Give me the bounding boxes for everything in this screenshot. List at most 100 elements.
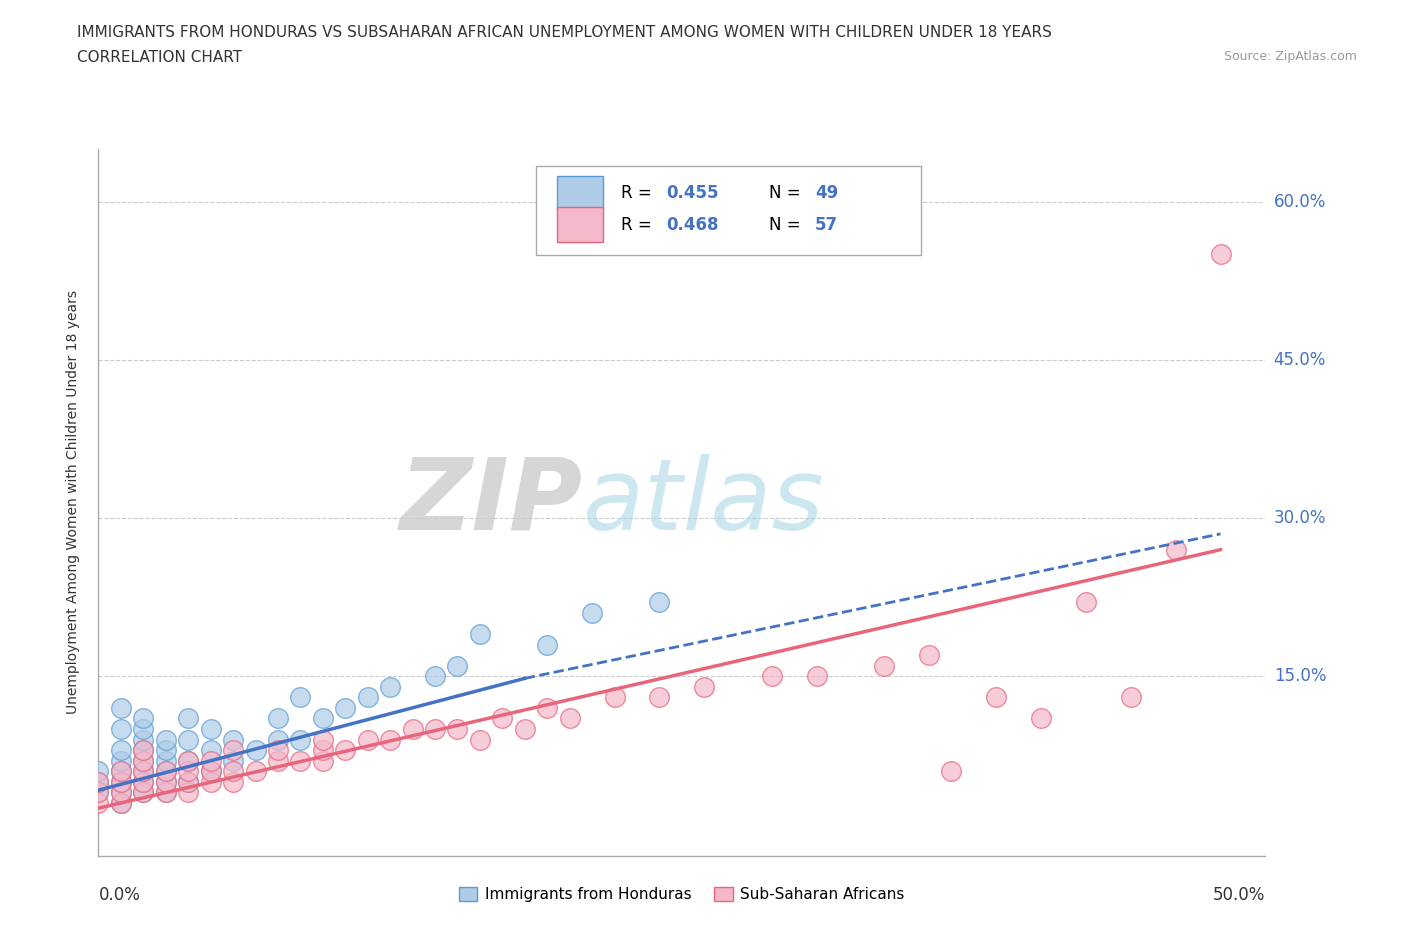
Point bbox=[941, 764, 963, 778]
Point bbox=[177, 775, 200, 790]
Point bbox=[267, 753, 290, 768]
Point bbox=[1119, 690, 1142, 705]
Text: 0.455: 0.455 bbox=[666, 184, 720, 203]
Text: R =: R = bbox=[621, 184, 657, 203]
Point bbox=[468, 627, 491, 642]
Point bbox=[357, 690, 380, 705]
Point bbox=[110, 785, 132, 800]
Point bbox=[110, 753, 132, 768]
Text: 60.0%: 60.0% bbox=[1274, 193, 1326, 210]
Point bbox=[155, 785, 177, 800]
Point bbox=[761, 669, 783, 684]
Point bbox=[155, 775, 177, 790]
Point bbox=[177, 753, 200, 768]
Point bbox=[110, 785, 132, 800]
Point bbox=[132, 764, 155, 778]
Point bbox=[200, 743, 222, 758]
Point bbox=[468, 732, 491, 747]
Point bbox=[222, 732, 245, 747]
Point bbox=[648, 595, 671, 610]
Point bbox=[155, 753, 177, 768]
Text: CORRELATION CHART: CORRELATION CHART bbox=[77, 50, 242, 65]
Point bbox=[87, 775, 110, 790]
Point bbox=[357, 732, 380, 747]
Point bbox=[378, 732, 402, 747]
Point bbox=[87, 764, 110, 778]
Point bbox=[132, 785, 155, 800]
Point bbox=[1074, 595, 1097, 610]
Point bbox=[87, 775, 110, 790]
Point bbox=[693, 680, 716, 695]
Point bbox=[110, 795, 132, 810]
Point bbox=[155, 785, 177, 800]
Text: 0.468: 0.468 bbox=[666, 216, 720, 234]
Point bbox=[200, 764, 222, 778]
Point bbox=[558, 711, 581, 726]
Point bbox=[132, 775, 155, 790]
Point bbox=[132, 753, 155, 768]
Point bbox=[312, 743, 335, 758]
Point bbox=[536, 637, 558, 652]
Point bbox=[110, 700, 132, 715]
Text: 30.0%: 30.0% bbox=[1274, 509, 1326, 527]
Text: 50.0%: 50.0% bbox=[1213, 886, 1265, 904]
FancyBboxPatch shape bbox=[557, 207, 603, 242]
Point bbox=[1029, 711, 1052, 726]
Point bbox=[335, 700, 357, 715]
Point bbox=[423, 722, 446, 737]
Point bbox=[245, 743, 267, 758]
Point bbox=[603, 690, 626, 705]
Point bbox=[222, 764, 245, 778]
Text: 0.0%: 0.0% bbox=[98, 886, 141, 904]
Text: 15.0%: 15.0% bbox=[1274, 667, 1326, 685]
Point bbox=[200, 722, 222, 737]
Point bbox=[312, 732, 335, 747]
Point bbox=[401, 722, 423, 737]
Point bbox=[132, 743, 155, 758]
Point bbox=[267, 732, 290, 747]
Point bbox=[155, 764, 177, 778]
Point bbox=[491, 711, 513, 726]
Point bbox=[177, 711, 200, 726]
Point bbox=[984, 690, 1007, 705]
Point bbox=[177, 764, 200, 778]
Point bbox=[536, 700, 558, 715]
Text: R =: R = bbox=[621, 216, 657, 234]
Point bbox=[423, 669, 446, 684]
Point bbox=[200, 764, 222, 778]
Text: ZIP: ZIP bbox=[399, 454, 582, 551]
Point bbox=[132, 775, 155, 790]
Point bbox=[87, 785, 110, 800]
Point bbox=[335, 743, 357, 758]
Point bbox=[110, 795, 132, 810]
Point bbox=[87, 795, 110, 810]
Point bbox=[110, 764, 132, 778]
Y-axis label: Unemployment Among Women with Children Under 18 years: Unemployment Among Women with Children U… bbox=[66, 290, 80, 714]
Text: IMMIGRANTS FROM HONDURAS VS SUBSAHARAN AFRICAN UNEMPLOYMENT AMONG WOMEN WITH CHI: IMMIGRANTS FROM HONDURAS VS SUBSAHARAN A… bbox=[77, 25, 1052, 40]
Point bbox=[132, 753, 155, 768]
Point bbox=[132, 711, 155, 726]
Point bbox=[290, 732, 312, 747]
Point bbox=[222, 743, 245, 758]
Point bbox=[918, 647, 941, 662]
Point bbox=[513, 722, 536, 737]
Point bbox=[806, 669, 828, 684]
Text: N =: N = bbox=[769, 184, 806, 203]
Point bbox=[110, 743, 132, 758]
Point bbox=[110, 722, 132, 737]
Legend: Immigrants from Honduras, Sub-Saharan Africans: Immigrants from Honduras, Sub-Saharan Af… bbox=[453, 881, 911, 908]
Point bbox=[177, 732, 200, 747]
Point bbox=[132, 743, 155, 758]
Point bbox=[200, 775, 222, 790]
Point bbox=[581, 605, 603, 620]
Point bbox=[155, 732, 177, 747]
Point bbox=[87, 785, 110, 800]
Point bbox=[200, 753, 222, 768]
Point bbox=[132, 732, 155, 747]
Text: N =: N = bbox=[769, 216, 806, 234]
Point bbox=[110, 775, 132, 790]
FancyBboxPatch shape bbox=[536, 166, 921, 255]
Text: 49: 49 bbox=[815, 184, 838, 203]
Point bbox=[222, 753, 245, 768]
Point bbox=[290, 753, 312, 768]
